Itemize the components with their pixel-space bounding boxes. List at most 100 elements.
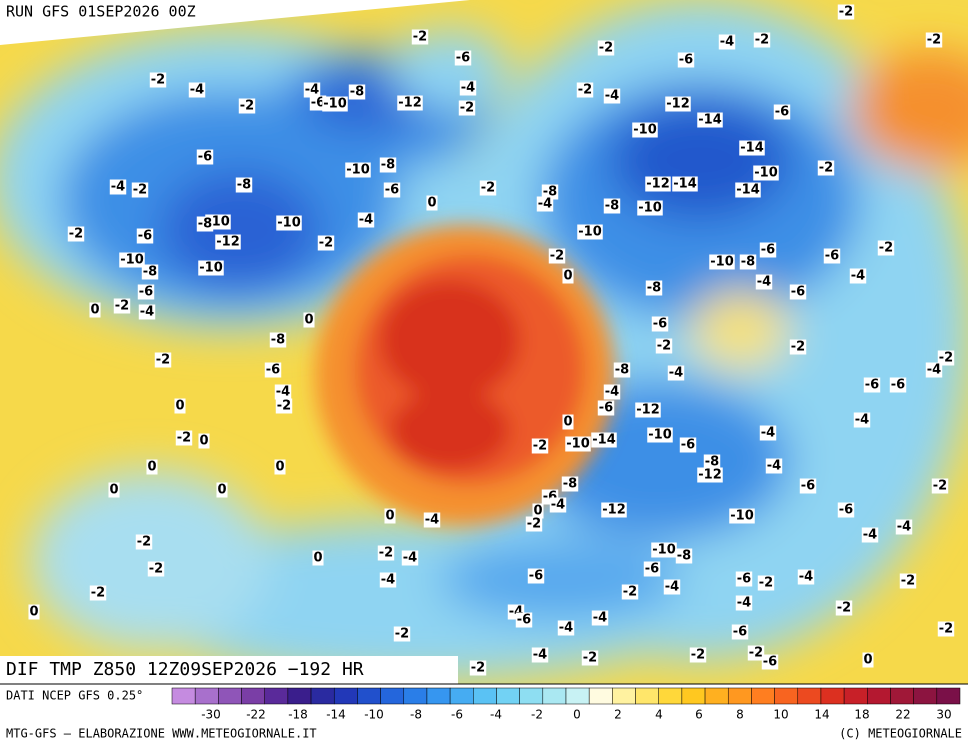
contour-label-bg [531, 438, 549, 454]
contour-label-bg [147, 561, 165, 577]
colorbar-label: 18 [854, 708, 869, 722]
contour-label-bg [931, 478, 949, 494]
contour-label: -4 [851, 269, 865, 284]
contour-label-bg [303, 312, 315, 328]
map-title: DIF TMP Z850 12Z09SEP2026 −192 HR [6, 659, 364, 680]
contour-label: -10 [120, 253, 144, 268]
colorbar-swatch [449, 687, 474, 705]
contour-label-bg [697, 112, 723, 128]
contour-label: -12 [646, 177, 670, 192]
contour-label-bg [697, 467, 723, 483]
colorbar-swatch [403, 687, 428, 705]
contour-label: -4 [720, 35, 734, 50]
contour-label-bg [274, 459, 286, 475]
contour-label-bg [613, 362, 631, 378]
colorbar-label: -18 [288, 708, 308, 722]
contour-label: -6 [681, 438, 695, 453]
contour-label-bg [647, 427, 673, 443]
colorbar-label: 8 [736, 708, 744, 722]
contour-label: -4 [381, 573, 395, 588]
contour-label: -10 [323, 97, 347, 112]
contour-label-bg [384, 508, 396, 524]
contour-label-bg [141, 264, 159, 280]
contour-label: -2 [759, 576, 773, 591]
contour-label: -2 [791, 340, 805, 355]
colorbar-swatch [936, 687, 961, 705]
contour-label: -4 [605, 89, 619, 104]
contour-label-bg [877, 240, 895, 256]
colorbar-swatch [333, 687, 358, 705]
contour-label-bg [937, 350, 955, 366]
contour-label-bg [837, 4, 855, 20]
contour-label-bg [357, 212, 375, 228]
contour-label-bg [731, 624, 749, 640]
colorbar-swatch [310, 687, 335, 705]
contour-label-bg [645, 280, 663, 296]
contour-label: -2 [240, 99, 254, 114]
contour-label-bg [862, 652, 874, 668]
contour-label: -4 [276, 385, 290, 400]
contour-label: 0 [313, 551, 322, 566]
contour-label: -2 [927, 33, 941, 48]
contour-label-bg [753, 32, 771, 48]
contour-label-bg [196, 216, 214, 232]
contour-label: -6 [266, 363, 280, 378]
contour-label: -4 [551, 498, 565, 513]
contour-label: -4 [538, 197, 552, 212]
contour-label: -2 [578, 83, 592, 98]
credit-text: MTG-GFS – ELABORAZIONE WWW.METEOGIORNALE… [6, 727, 317, 741]
contour-label-bg [797, 569, 815, 585]
contour-label-bg [635, 402, 661, 418]
contour-label: -6 [139, 285, 153, 300]
contour-label: -12 [666, 97, 690, 112]
contour-label: -6 [517, 613, 531, 628]
contour-label-bg [663, 579, 681, 595]
contour-label: -2 [939, 351, 953, 366]
contour-label: -4 [593, 611, 607, 626]
contour-label: -2 [527, 517, 541, 532]
colorbar-swatch [496, 687, 520, 705]
contour-label-bg [89, 585, 107, 601]
contour-label: -10 [566, 437, 590, 452]
contour-label-bg [215, 234, 241, 250]
contour-label-bg [198, 433, 210, 449]
contour-label: 0 [385, 509, 394, 524]
contour-label-bg [799, 478, 817, 494]
contour-labels: -2-6-2-6-4 -2-2-2-2-4-2-4-6-10-8-12-4-2-2… [28, 4, 955, 676]
contour-label-bg [709, 254, 735, 270]
contour-label: -6 [311, 96, 325, 111]
colorbar-label: -6 [451, 708, 463, 722]
contour-label-bg [541, 184, 559, 200]
contour-label: -12 [602, 503, 626, 518]
contour-label: -6 [198, 150, 212, 165]
contour-label: -2 [115, 299, 129, 314]
contour-label-bg [739, 140, 765, 156]
contour-label: -14 [592, 433, 616, 448]
contour-label-bg [757, 575, 775, 591]
contour-label: -2 [939, 622, 953, 637]
contour-label: -2 [749, 646, 763, 661]
contour-label: -2 [691, 648, 705, 663]
contour-label: -10 [346, 163, 370, 178]
colorbar-label: -2 [531, 708, 543, 722]
contour-label: -6 [775, 105, 789, 120]
contour-label: -2 [133, 183, 147, 198]
contour-label: -4 [461, 81, 475, 96]
contour-label: -2 [91, 586, 105, 601]
colorbar-swatch [218, 687, 242, 705]
contour-label: 0 [199, 434, 208, 449]
contour-label: -6 [138, 229, 152, 244]
contour-label: -10 [633, 123, 657, 138]
contour-label-bg [188, 82, 206, 98]
contour-label-bg [739, 254, 757, 270]
contour-label-bg [718, 34, 736, 50]
contour-label: -8 [615, 363, 629, 378]
contour-label-bg [773, 104, 791, 120]
contour-label: -6 [865, 378, 879, 393]
contour-label: -6 [645, 562, 659, 577]
contour-label-bg [515, 612, 533, 628]
title-box [0, 656, 458, 684]
contour-label: -2 [177, 431, 191, 446]
contour-label-bg [479, 180, 497, 196]
contour-label: -2 [879, 241, 893, 256]
